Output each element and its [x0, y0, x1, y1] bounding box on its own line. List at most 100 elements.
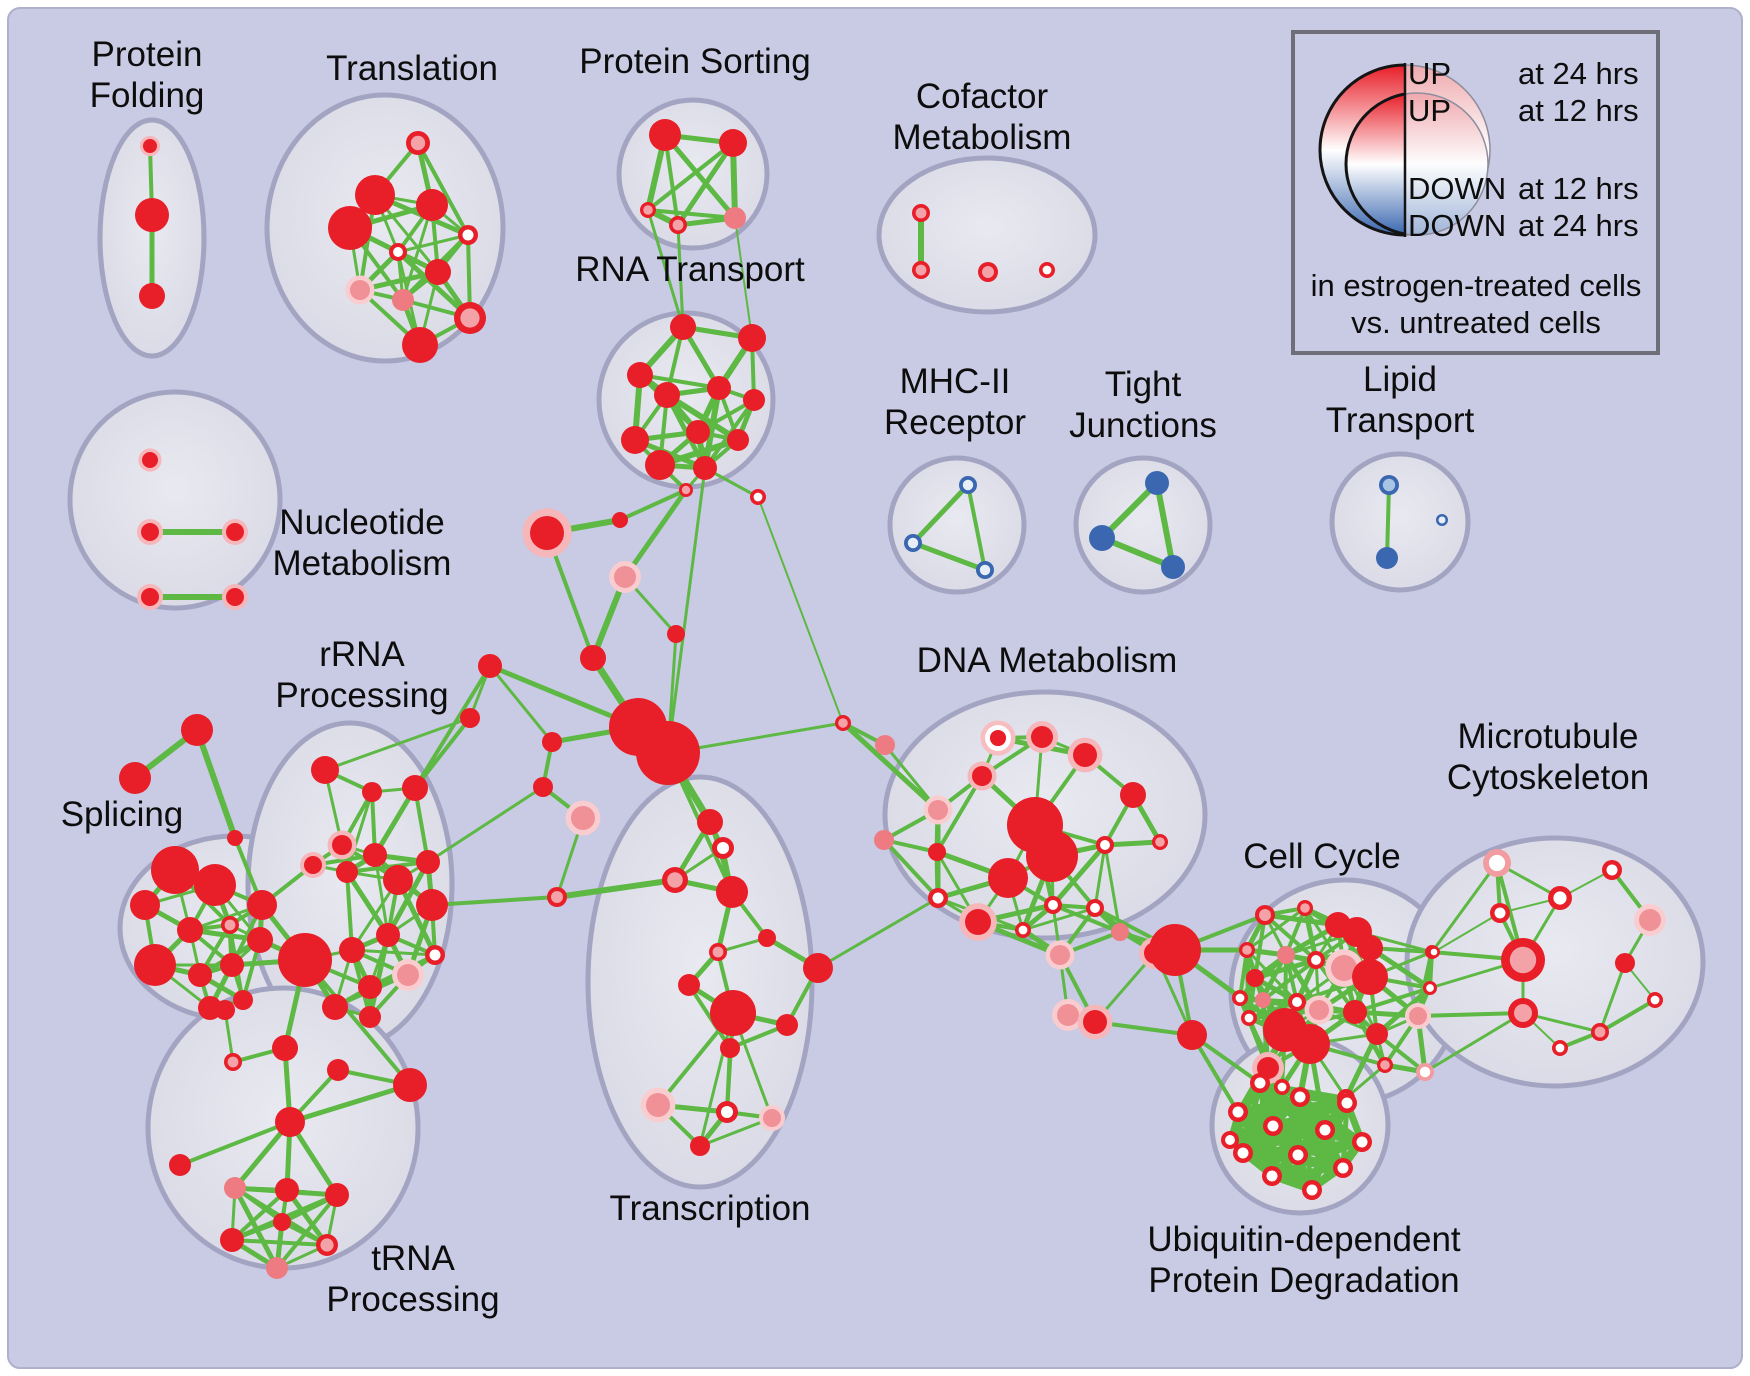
gene-node-pinkcore[interactable] [669, 216, 687, 234]
gene-node-halo[interactable] [1067, 737, 1103, 773]
gene-node-halo[interactable] [221, 518, 249, 546]
gene-node-pinkring[interactable] [1483, 849, 1511, 877]
gene-node-red[interactable] [667, 625, 685, 643]
gene-node-halo[interactable] [138, 448, 162, 472]
gene-node-red[interactable] [738, 324, 766, 352]
gene-node-red[interactable] [1026, 830, 1078, 882]
gene-node-whitecore[interactable] [750, 489, 766, 505]
gene-node-red[interactable] [416, 850, 440, 874]
gene-node-red[interactable] [1357, 935, 1383, 961]
gene-node-whitecore[interactable] [1228, 1102, 1248, 1122]
gene-node-pinkcore[interactable] [709, 943, 727, 961]
gene-node-red[interactable] [460, 708, 480, 728]
gene-node-red[interactable] [716, 876, 748, 908]
gene-node-red[interactable] [181, 714, 213, 746]
gene-node-red[interactable] [1366, 1023, 1388, 1045]
gene-node-red[interactable] [275, 1178, 299, 1202]
gene-node-pink[interactable] [875, 735, 895, 755]
gene-node-pinkcore[interactable] [640, 202, 656, 218]
gene-node-pinkcore[interactable] [547, 887, 567, 907]
gene-node-pinkcore[interactable] [1501, 938, 1545, 982]
gene-node-red[interactable] [645, 450, 675, 480]
gene-node-whitecore[interactable] [1302, 1180, 1322, 1200]
gene-node-red[interactable] [376, 923, 400, 947]
gene-node-whitecore[interactable] [389, 243, 407, 261]
gene-node-bluering[interactable] [959, 476, 977, 494]
gene-node-whitecore[interactable] [1290, 1087, 1310, 1107]
gene-node-whitehalo[interactable] [980, 720, 1016, 756]
gene-node-blue[interactable] [1161, 555, 1185, 579]
gene-node-red[interactable] [247, 927, 273, 953]
gene-node-red[interactable] [402, 775, 428, 801]
gene-node-whitecore[interactable] [425, 945, 445, 965]
gene-node-red[interactable] [720, 1038, 740, 1058]
gene-node-pinkcore[interactable] [1255, 905, 1275, 925]
gene-node-red[interactable] [169, 1154, 191, 1176]
gene-node-halo[interactable] [327, 830, 357, 860]
gene-node-whitecore[interactable] [716, 1101, 738, 1123]
gene-node-red[interactable] [220, 1228, 244, 1252]
gene-node-red[interactable] [1290, 1024, 1330, 1064]
gene-node-pinkcore[interactable] [454, 302, 486, 334]
gene-node-red[interactable] [710, 990, 756, 1036]
gene-node-pinkcore[interactable] [316, 1234, 338, 1256]
gene-node-red[interactable] [194, 864, 236, 906]
gene-node-pinkcore[interactable] [1152, 834, 1168, 850]
gene-node-red[interactable] [215, 1000, 235, 1020]
gene-node-red[interactable] [227, 830, 243, 846]
gene-node-red[interactable] [1177, 1020, 1207, 1050]
gene-node-red[interactable] [928, 843, 946, 861]
gene-node-pinkhalo[interactable] [923, 795, 953, 825]
gene-node-whitecore[interactable] [1602, 860, 1622, 880]
gene-node-red[interactable] [612, 512, 628, 528]
gene-node-pinkhalo[interactable] [1045, 940, 1075, 970]
gene-node-red[interactable] [327, 1059, 349, 1081]
gene-node-red[interactable] [247, 890, 277, 920]
gene-node-bluering[interactable] [904, 534, 922, 552]
gene-node-pinkhalo[interactable] [1304, 995, 1334, 1025]
gene-node-whitecore[interactable] [1221, 1131, 1239, 1149]
gene-node-bluering[interactable] [976, 561, 994, 579]
gene-node-red[interactable] [776, 1014, 798, 1036]
gene-node-pinkhalo[interactable] [1634, 904, 1666, 936]
gene-node-pink[interactable] [1255, 992, 1271, 1008]
gene-node-red[interactable] [1615, 953, 1635, 973]
gene-node-whitecore[interactable] [1490, 903, 1510, 923]
gene-node-pinkhalo[interactable] [1052, 999, 1084, 1031]
gene-node-whitecore[interactable] [1039, 262, 1055, 278]
gene-node-red[interactable] [478, 654, 502, 678]
gene-node-red[interactable] [719, 129, 747, 157]
gene-node-pinkcore[interactable] [1377, 1057, 1393, 1073]
gene-node-pinkcore[interactable] [912, 261, 930, 279]
gene-node-red[interactable] [803, 953, 833, 983]
gene-node-red[interactable] [416, 889, 448, 921]
gene-node-red[interactable] [621, 426, 649, 454]
gene-node-halo[interactable] [136, 518, 164, 546]
gene-node-red[interactable] [134, 944, 176, 986]
gene-node-whitecore[interactable] [1548, 886, 1572, 910]
gene-node-halo[interactable] [136, 583, 164, 611]
gene-node-pinkcore[interactable] [978, 262, 998, 282]
gene-node-red[interactable] [135, 198, 169, 232]
gene-node-whitecore[interactable] [1044, 896, 1062, 914]
gene-node-red[interactable] [743, 389, 765, 411]
gene-node-red[interactable] [188, 963, 212, 987]
gene-node-red[interactable] [1352, 959, 1388, 995]
gene-node-pinkhalo[interactable] [345, 275, 375, 305]
gene-node-red[interactable] [670, 314, 696, 340]
gene-node-whitecore[interactable] [1096, 836, 1114, 854]
gene-node-red[interactable] [416, 189, 448, 221]
gene-node-red[interactable] [359, 1006, 381, 1028]
gene-node-pinkhalo[interactable] [640, 1087, 676, 1123]
gene-node-pink[interactable] [1111, 923, 1129, 941]
gene-node-red[interactable] [358, 975, 382, 999]
gene-node-whitecore[interactable] [1232, 990, 1248, 1006]
gene-node-red[interactable] [686, 420, 710, 444]
gene-node-whitecore[interactable] [712, 837, 734, 859]
gene-node-pinkhalo[interactable] [609, 561, 641, 593]
gene-node-pink[interactable] [392, 289, 414, 311]
gene-node-whitecore[interactable] [1423, 981, 1437, 995]
gene-node-red[interactable] [654, 382, 680, 408]
gene-node-whitecore[interactable] [1428, 946, 1440, 958]
gene-node-whitecore[interactable] [1250, 1073, 1270, 1093]
